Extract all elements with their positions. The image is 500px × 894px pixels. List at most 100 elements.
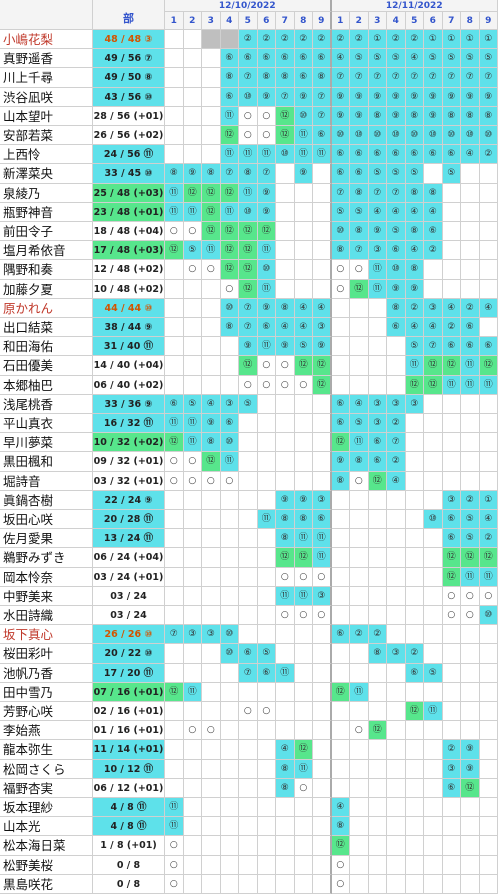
- part-mark: ⑤: [183, 241, 202, 261]
- part-mark: ⑫: [276, 126, 295, 146]
- part-mark: [257, 586, 276, 606]
- part-mark: ⑤: [294, 337, 313, 357]
- part-mark: ⑫: [331, 682, 350, 702]
- part-mark: ⑫: [239, 222, 258, 242]
- member-score: 20 / 22 ⑩: [93, 644, 165, 664]
- part-mark: ⑥: [350, 164, 369, 184]
- part-mark: ⑨: [313, 337, 332, 357]
- part-mark: [331, 663, 350, 683]
- part-mark: ⑪: [424, 702, 443, 722]
- part-mark: ⑫: [239, 260, 258, 280]
- part-mark: [257, 490, 276, 510]
- part-mark: ⑪: [183, 682, 202, 702]
- member-name: 岡本怜奈: [0, 567, 93, 587]
- part-mark: [387, 510, 406, 530]
- part-mark: ⑪: [257, 279, 276, 299]
- part-mark: [239, 817, 258, 837]
- part-mark: [257, 740, 276, 760]
- part-mark: [165, 318, 184, 338]
- part-mark: [442, 279, 461, 299]
- part-mark: [276, 644, 295, 664]
- part-mark: ⑤: [424, 49, 443, 69]
- part-mark: [294, 241, 313, 261]
- part-mark: ⑩: [479, 606, 498, 626]
- part-mark: [183, 279, 202, 299]
- part-mark: [294, 414, 313, 434]
- part-mark: ○: [239, 126, 258, 146]
- part-mark: [368, 318, 387, 338]
- member-name: 松野美桜: [0, 855, 93, 875]
- part-mark: ○: [442, 586, 461, 606]
- member-score: 10 / 48 (+02): [93, 279, 165, 299]
- member-name: 佐月愛果: [0, 529, 93, 549]
- member-score: 38 / 44 ⑨: [93, 318, 165, 338]
- part-mark: [405, 759, 424, 779]
- member-score: 48 / 48 ③: [93, 30, 165, 50]
- part-mark: [220, 30, 239, 50]
- part-mark: ○: [294, 606, 313, 626]
- part-mark: ②: [239, 30, 258, 50]
- part-mark: ⑤: [461, 510, 480, 530]
- part-mark: ⑨: [294, 87, 313, 107]
- member-name: 松本海日菜: [0, 836, 93, 856]
- part-mark: [313, 874, 332, 894]
- part-mark: ⑪: [442, 375, 461, 395]
- part-mark: ⑥: [331, 394, 350, 414]
- part-mark: ○: [220, 279, 239, 299]
- part-mark: ⑥: [313, 126, 332, 146]
- part-mark: [239, 567, 258, 587]
- part-mark: [276, 702, 295, 722]
- part-header: 6: [424, 12, 443, 30]
- part-mark: [202, 567, 221, 587]
- part-mark: ⑥: [442, 337, 461, 357]
- part-mark: ○: [294, 567, 313, 587]
- part-header: 9: [479, 12, 498, 30]
- part-mark: ⑫: [294, 356, 313, 376]
- part-mark: [220, 721, 239, 741]
- part-mark: [294, 798, 313, 818]
- part-mark: [313, 644, 332, 664]
- part-mark: [350, 817, 369, 837]
- part-mark: [257, 548, 276, 568]
- part-mark: [424, 529, 443, 549]
- part-mark: ⑪: [276, 586, 295, 606]
- member-score: 06 / 24 (+04): [93, 548, 165, 568]
- part-mark: [313, 778, 332, 798]
- part-mark: [220, 740, 239, 760]
- part-mark: ⑩: [220, 644, 239, 664]
- part-mark: ⑥: [220, 87, 239, 107]
- part-header: 1: [331, 12, 350, 30]
- part-mark: [387, 529, 406, 549]
- part-mark: ③: [368, 394, 387, 414]
- member-name: 水田詩織: [0, 606, 93, 626]
- part-mark: [276, 279, 295, 299]
- part-mark: ⑥: [368, 433, 387, 453]
- member-score: 17 / 20 ⑪: [93, 663, 165, 683]
- part-mark: ④: [350, 394, 369, 414]
- part-mark: [183, 606, 202, 626]
- part-mark: [350, 798, 369, 818]
- part-mark: [461, 202, 480, 222]
- part-mark: [424, 855, 443, 875]
- part-mark: [202, 145, 221, 165]
- part-mark: ⑥: [461, 337, 480, 357]
- part-mark: [276, 394, 295, 414]
- part-mark: ⑨: [479, 87, 498, 107]
- part-mark: ○: [276, 606, 295, 626]
- part-mark: ③: [387, 644, 406, 664]
- member-score: 25 / 48 (+03): [93, 183, 165, 203]
- part-mark: ⑨: [331, 106, 350, 126]
- member-score: 4 / 8 ⑪: [93, 817, 165, 837]
- part-mark: [239, 490, 258, 510]
- part-mark: [331, 778, 350, 798]
- part-mark: [387, 855, 406, 875]
- part-mark: [183, 759, 202, 779]
- part-mark: [202, 375, 221, 395]
- part-mark: ①: [442, 30, 461, 50]
- part-mark: [165, 87, 184, 107]
- part-mark: [313, 702, 332, 722]
- part-mark: [202, 49, 221, 69]
- part-mark: ⑧: [220, 68, 239, 88]
- part-mark: ⑥: [461, 318, 480, 338]
- part-mark: ○: [276, 356, 295, 376]
